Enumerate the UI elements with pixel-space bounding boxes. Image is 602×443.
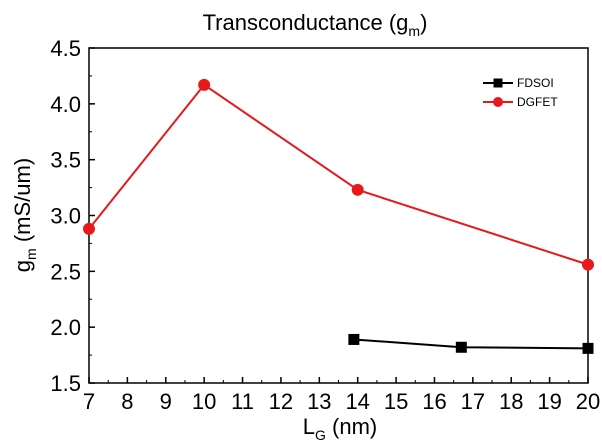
y-tick-label: 4.0 [50,92,81,117]
data-point-fdsoi [455,341,467,353]
x-tick-label: 19 [537,389,561,414]
y-tick-label: 1.5 [50,371,81,396]
x-axis-label-subscript: G [315,427,326,443]
data-point-dgfet [198,78,211,91]
x-tick-label: 20 [576,389,600,414]
legend-label-fdsoi: FDSOI [517,76,554,90]
data-point-dgfet [582,258,594,271]
y-axis-label-subscript: m [23,248,39,260]
x-tick-label: 13 [307,389,331,414]
y-tick-label: 2.5 [50,259,81,284]
y-axis-label: gm (mS/um) [10,158,39,272]
x-axis: 7 8 9 10 11 12 13 14 15 16 17 18 19 20 [83,377,600,414]
y-tick-label: 3.5 [50,148,81,173]
chart-title: Transconductance (gm) [203,10,428,39]
x-tick-label: 16 [422,389,446,414]
data-point-fdsoi [582,342,594,354]
series-line-fdsoi [353,338,589,350]
x-tick-label: 9 [160,389,172,414]
legend-marker-fdsoi [493,78,503,88]
chart-title-subscript: m [408,23,420,39]
legend-marker-dgfet [493,97,503,107]
y-tick-label: 3.0 [50,204,81,229]
y-tick-label: 2.0 [50,315,81,340]
x-tick-label: 10 [192,389,216,414]
series-layer [83,78,594,354]
x-tick-label: 18 [499,389,523,414]
x-axis-label: LG (nm) [303,414,377,443]
series-line-dgfet [88,83,589,266]
x-tick-label: 17 [461,389,485,414]
x-tick-label: 7 [83,389,95,414]
data-point-dgfet [351,183,364,196]
y-tick-label: 4.5 [50,36,81,61]
x-tick-label: 15 [384,389,408,414]
data-point-dgfet [83,222,95,235]
data-point-fdsoi [348,333,360,345]
legend: FDSOI DGFET [483,76,558,109]
y-axis: 1.5 2.0 2.5 3.0 3.5 4.0 4.5 [50,36,95,396]
legend-label-dgfet: DGFET [517,95,558,109]
x-tick-label: 8 [121,389,133,414]
x-tick-label: 12 [269,389,293,414]
x-tick-label: 11 [231,389,254,414]
x-tick-label: 14 [345,389,369,414]
plot-frame [88,47,589,384]
